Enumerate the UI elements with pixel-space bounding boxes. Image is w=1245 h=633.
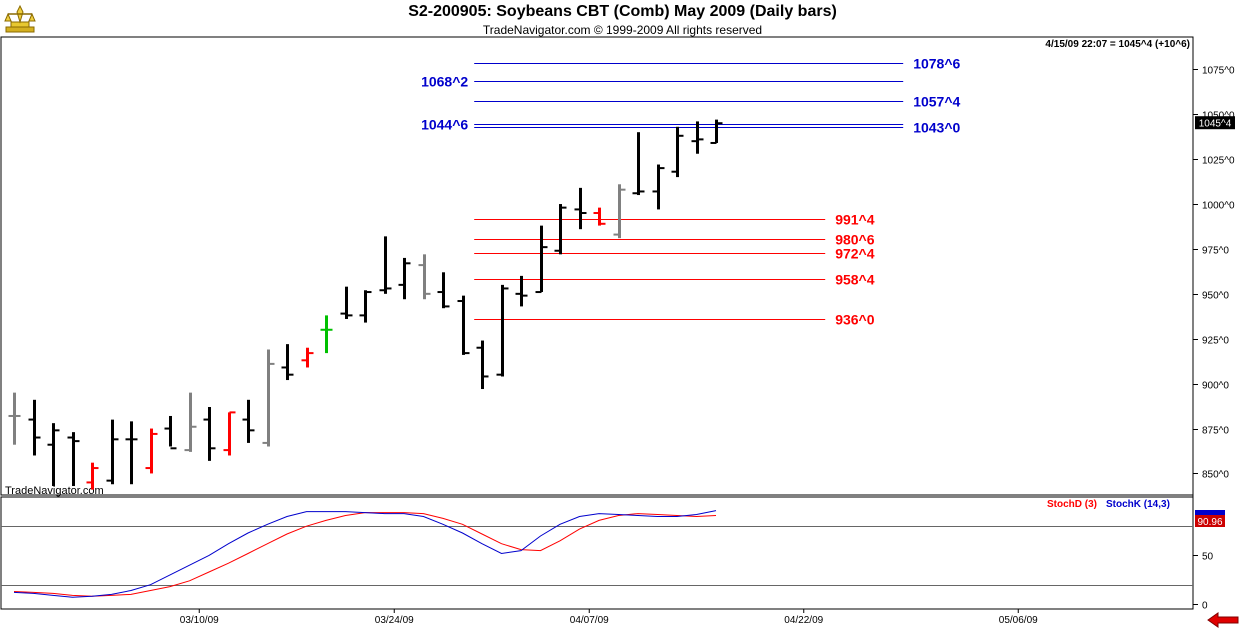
quote-readout: 4/15/09 22:07 = 1045^4 (+10^6) [1045, 39, 1190, 50]
level-label: 1057^4 [913, 94, 960, 110]
watermark-label: TradeNavigator.com [5, 485, 104, 497]
level-label: 1068^2 [421, 74, 468, 90]
stoch-guides [1, 526, 1193, 586]
date-tick-label: 03/24/09 [375, 615, 414, 626]
date-tick-label: 04/07/09 [570, 615, 609, 626]
price-axis: 850^0 875^0 900^0 925^0 950^0 975^0 1000^0 1025… [1193, 66, 1235, 481]
stoch-series-line [13, 512, 717, 597]
price-tick-label: 950^0 [1202, 291, 1229, 302]
stoch-tick-label: 0 [1202, 601, 1208, 612]
stoch-tick-label: 50 [1202, 552, 1214, 563]
legend-stochk: StochK (14,3) [1106, 499, 1170, 510]
date-tick-label: 05/06/09 [999, 615, 1038, 626]
current-price-tag: 1045^4 [1195, 116, 1235, 130]
price-tick-label: 875^0 [1202, 426, 1229, 437]
price-tick-label: 925^0 [1202, 336, 1229, 347]
level-label: 1043^0 [913, 120, 960, 136]
trade-navigator-logo-icon [4, 4, 36, 34]
level-label: 972^4 [835, 246, 875, 262]
stoch-value-tag: 90.96 [1195, 510, 1225, 528]
stoch-value-label: 90.96 [1197, 517, 1222, 528]
stoch-axis: 0 50 [1193, 552, 1214, 612]
support-resistance-levels: 1078^6 1068^2 1057^4 1044^6 1043^0 991^4 980^6… [421, 56, 960, 328]
price-tick-label: 1075^0 [1202, 66, 1235, 77]
legend-stochd: StochD (3) [1047, 499, 1097, 510]
price-bars [8, 119, 723, 490]
date-axis: 03/10/09 03/24/09 04/07/09 04/22/09 05/06/09 [180, 609, 1038, 626]
level-label: 1078^6 [913, 56, 960, 72]
price-tick-label: 1050^0 [1202, 111, 1235, 122]
level-label: 1044^6 [421, 117, 468, 133]
price-panel-frame [0, 36, 1194, 496]
left-arrow-icon[interactable] [1206, 612, 1240, 628]
current-price-label: 1045^4 [1199, 119, 1232, 130]
level-label: 958^4 [835, 272, 875, 288]
level-label: 980^6 [835, 232, 875, 248]
price-tick-label: 850^0 [1202, 470, 1229, 481]
price-tick-label: 1000^0 [1202, 201, 1235, 212]
price-tick-label: 975^0 [1202, 246, 1229, 257]
level-label: 936^0 [835, 312, 875, 328]
copyright-line: TradeNavigator.com © 1999-2009 All right… [482, 23, 763, 37]
date-tick-label: 04/22/09 [784, 615, 823, 626]
date-tick-label: 03/10/09 [180, 615, 219, 626]
stoch-series-line [13, 510, 717, 598]
level-label: 991^4 [835, 212, 875, 228]
price-tick-label: 1025^0 [1202, 156, 1235, 167]
chart-title: S2-200905: Soybeans CBT (Comb) May 2009 … [408, 3, 837, 20]
stochastic-lines [13, 510, 717, 598]
price-tick-label: 900^0 [1202, 381, 1229, 392]
